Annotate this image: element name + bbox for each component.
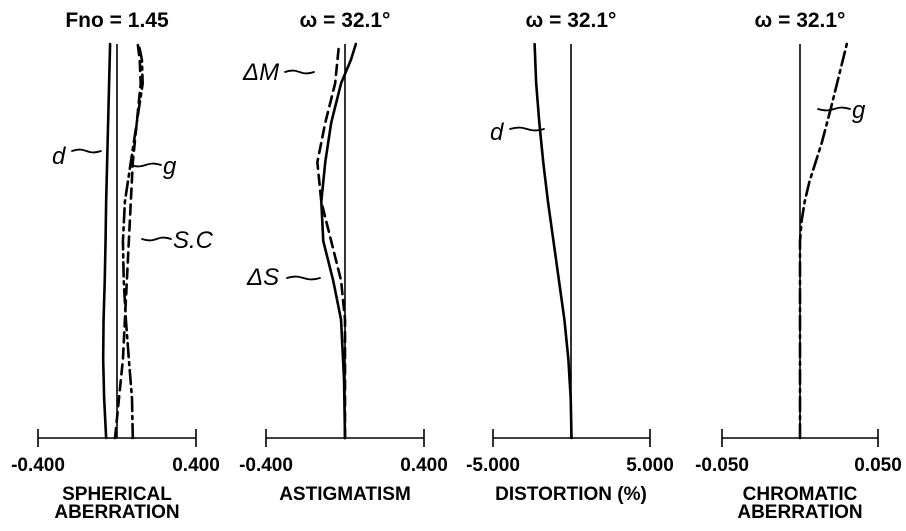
tick-label-min: -5.000 (466, 455, 520, 476)
series-label-leader-2 (286, 275, 321, 281)
series-label-leader-3 (141, 236, 172, 242)
series-label: ΔS (246, 264, 279, 291)
series-line--s (320, 42, 358, 440)
series-label: d (52, 143, 66, 170)
x-axis-label-line-2: ABERRATION (737, 502, 862, 523)
x-axis-label-line-1: SPHERICAL (62, 484, 172, 505)
tick-label-min: -0.400 (11, 455, 65, 476)
panel-3: ω = 32.1° -5.000 5.000 DISTORTION (%) d (466, 9, 674, 505)
panel-title: ω = 32.1° (300, 9, 391, 32)
panel-1: Fno = 1.45 -0.400 0.400SPHERICALABERRATION… (11, 9, 220, 523)
series-label: S.C (173, 227, 214, 254)
series-label-leader-1 (509, 126, 545, 132)
tick-label-min: -0.050 (695, 455, 749, 476)
panel-title: ω = 32.1° (755, 9, 846, 32)
series-label-leader-1 (284, 69, 315, 75)
panel-2: ω = 32.1° -0.400 0.400 ASTIGMATISM ΔM ΔS (239, 9, 448, 505)
series-line-g (121, 42, 144, 440)
x-axis-label-line-1: ASTIGMATISM (279, 484, 411, 505)
series-label: g (852, 97, 866, 124)
series-label: g (163, 153, 177, 180)
x-axis-label-line-2: ABERRATION (54, 502, 179, 523)
x-axis-label-line-1: CHROMATIC (743, 484, 858, 505)
panel-title: ω = 32.1° (526, 9, 617, 32)
tick-label-max: 0.400 (400, 455, 448, 476)
tick-label-max: 0.400 (172, 455, 220, 476)
series-label: d (490, 119, 504, 146)
tick-label-max: 5.000 (626, 455, 674, 476)
series-line--m (316, 42, 347, 440)
panel-title: Fno = 1.45 (65, 9, 169, 32)
x-axis-label-line-1: DISTORTION (%) (495, 484, 647, 505)
tick-label-max: 0.050 (854, 455, 902, 476)
series-line-s-c (113, 42, 142, 440)
series-line-d (533, 42, 573, 440)
series-label-leader-2 (129, 162, 162, 168)
series-label-leader-1 (71, 148, 102, 154)
series-label: ΔM (242, 59, 279, 86)
series-line-g (798, 42, 849, 440)
tick-label-min: -0.400 (239, 455, 293, 476)
series-label-leader-1 (817, 106, 851, 112)
series-line-d (101, 42, 112, 440)
